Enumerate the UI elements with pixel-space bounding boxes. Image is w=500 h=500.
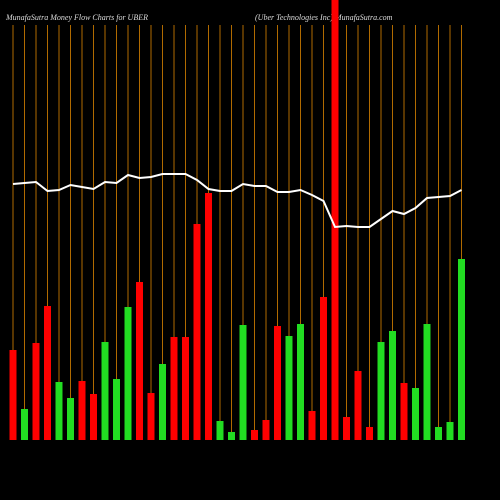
bar: [297, 324, 304, 440]
bar: [331, 0, 339, 440]
bar: [343, 417, 350, 440]
bar: [446, 422, 454, 440]
bar: [377, 342, 385, 440]
money-flow-line: [12, 173, 462, 229]
bar: [216, 421, 224, 440]
bar: [147, 393, 155, 440]
bar: [435, 427, 442, 440]
bar: [412, 388, 419, 440]
bar: [251, 430, 258, 440]
bar: [182, 337, 189, 440]
bar: [274, 326, 281, 440]
bar: [423, 324, 431, 440]
chart-subtitle: (Uber Technologies Inc) MunafaSutra.com: [255, 13, 393, 22]
bar: [44, 306, 51, 440]
bar: [113, 379, 120, 440]
bar: [458, 259, 465, 440]
bar: [262, 420, 270, 440]
bar: [170, 337, 178, 440]
bar: [101, 342, 109, 440]
chart-title: MunafaSutra Money Flow Charts for UBER: [5, 13, 148, 22]
bar: [9, 350, 17, 440]
bar: [389, 331, 396, 440]
bar: [400, 383, 408, 440]
bar: [32, 343, 40, 440]
bar: [67, 398, 74, 440]
bar: [124, 307, 132, 440]
bar: [228, 432, 235, 440]
bar: [354, 371, 362, 440]
bar: [136, 282, 143, 440]
bar: [239, 325, 247, 440]
bar: [159, 364, 166, 440]
bar: [21, 409, 28, 440]
bar: [193, 224, 201, 440]
bar: [366, 427, 373, 440]
bar: [78, 381, 86, 440]
bar: [320, 297, 327, 440]
bar: [285, 336, 293, 440]
bar: [205, 193, 212, 440]
bar: [90, 394, 97, 440]
bar: [55, 382, 63, 440]
bar: [308, 411, 316, 440]
